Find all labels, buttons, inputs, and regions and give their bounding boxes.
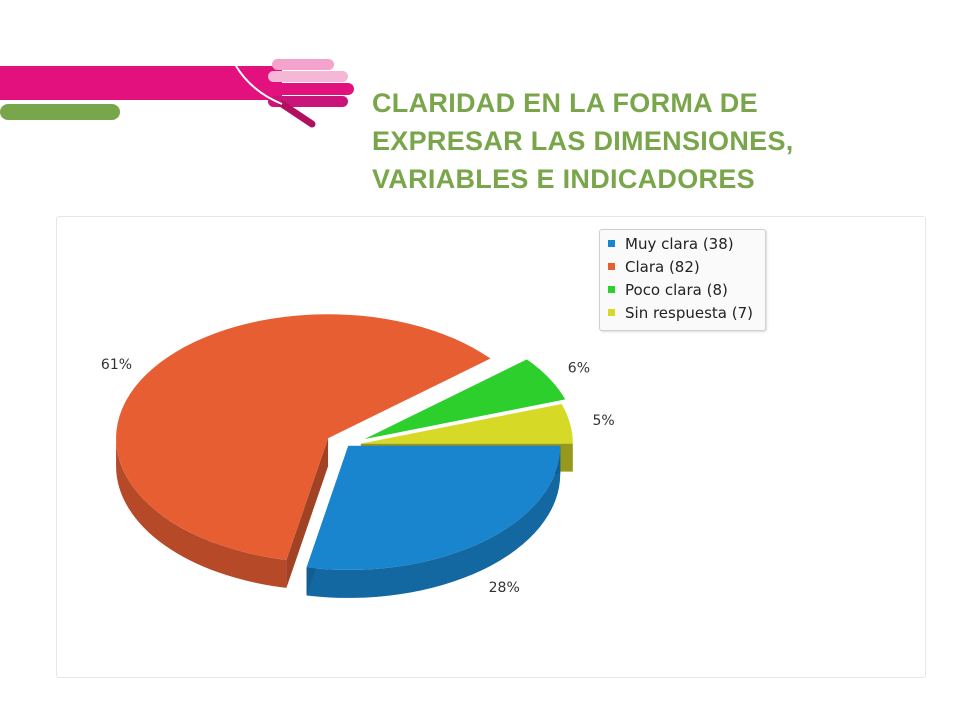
legend-label: Clara (82): [625, 257, 700, 276]
pie-percent-label: 6%: [568, 361, 590, 377]
pie-slice-side: [306, 445, 561, 598]
legend-label: Poco clara (8): [625, 280, 728, 299]
pie-chart: 28% 61% 6% 5%: [101, 314, 615, 598]
pie-slice: [364, 359, 566, 440]
pie-slice-top: [360, 403, 573, 444]
pie-slice-top: [306, 445, 561, 570]
pie-slice: [306, 445, 561, 598]
legend-swatch: [608, 309, 615, 316]
pie-slice-face: [286, 438, 329, 588]
legend-item: Clara (82): [608, 255, 753, 278]
title-line-3: VARIABLES E INDICADORES: [372, 164, 755, 194]
chart-panel: 28% 61% 6% 5% Muy clara (38) Clara (82) Poc…: [56, 216, 926, 678]
legend-label: Sin respuesta (7): [625, 303, 754, 322]
pie-slice-top: [116, 314, 491, 560]
header-decoration: [0, 59, 354, 128]
pie-slice: [116, 314, 491, 588]
hand-logo: [235, 59, 354, 128]
legend-item: Poco clara (8): [608, 278, 753, 301]
legend-item: Sin respuesta (7): [608, 301, 753, 324]
chart-legend: Muy clara (38) Clara (82) Poco clara (8)…: [599, 229, 767, 331]
title-line-1: CLARIDAD EN LA FORMA DE: [372, 88, 758, 118]
legend-swatch: [608, 263, 615, 270]
pie-slice-top: [364, 359, 566, 440]
pie-slice-side: [116, 438, 287, 588]
green-band: [0, 104, 120, 120]
pie-percent-label: 61%: [101, 357, 132, 373]
title-line-2: EXPRESAR LAS DIMENSIONES,: [372, 126, 794, 156]
legend-swatch: [608, 286, 615, 293]
pink-band: [0, 66, 282, 100]
page-title: CLARIDAD EN LA FORMA DE EXPRESAR LAS DIM…: [372, 84, 932, 198]
legend-label: Muy clara (38): [625, 234, 734, 253]
legend-swatch: [608, 240, 615, 247]
pie-percent-label: 5%: [592, 413, 614, 429]
legend-item: Muy clara (38): [608, 232, 753, 255]
pie-percent-label: 28%: [489, 580, 520, 596]
